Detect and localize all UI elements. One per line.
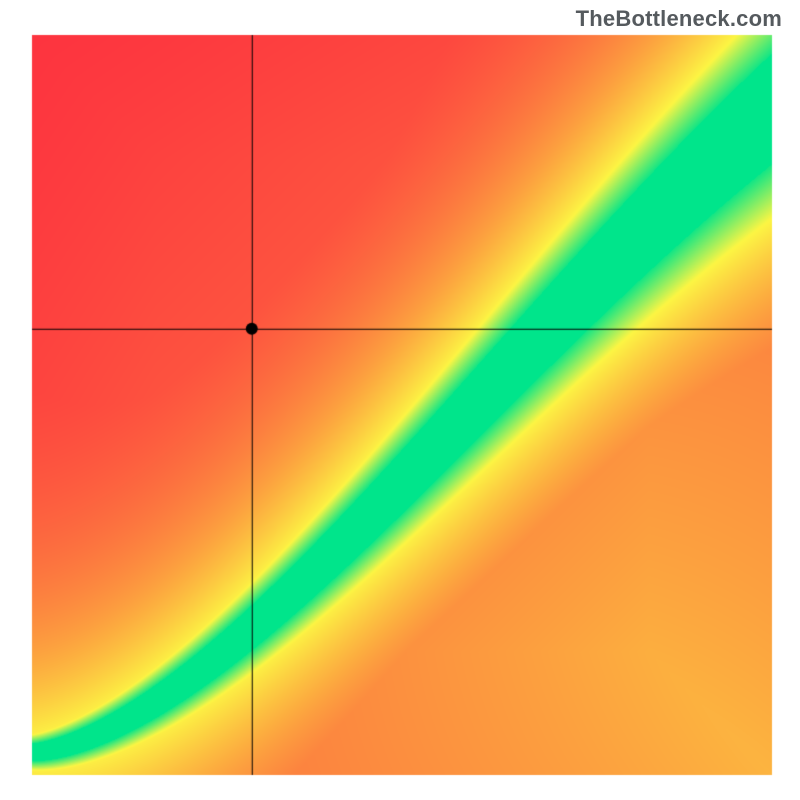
watermark-text: TheBottleneck.com — [576, 6, 782, 32]
bottleneck-heatmap — [0, 0, 800, 800]
chart-container: { "watermark": "TheBottleneck.com", "cha… — [0, 0, 800, 800]
